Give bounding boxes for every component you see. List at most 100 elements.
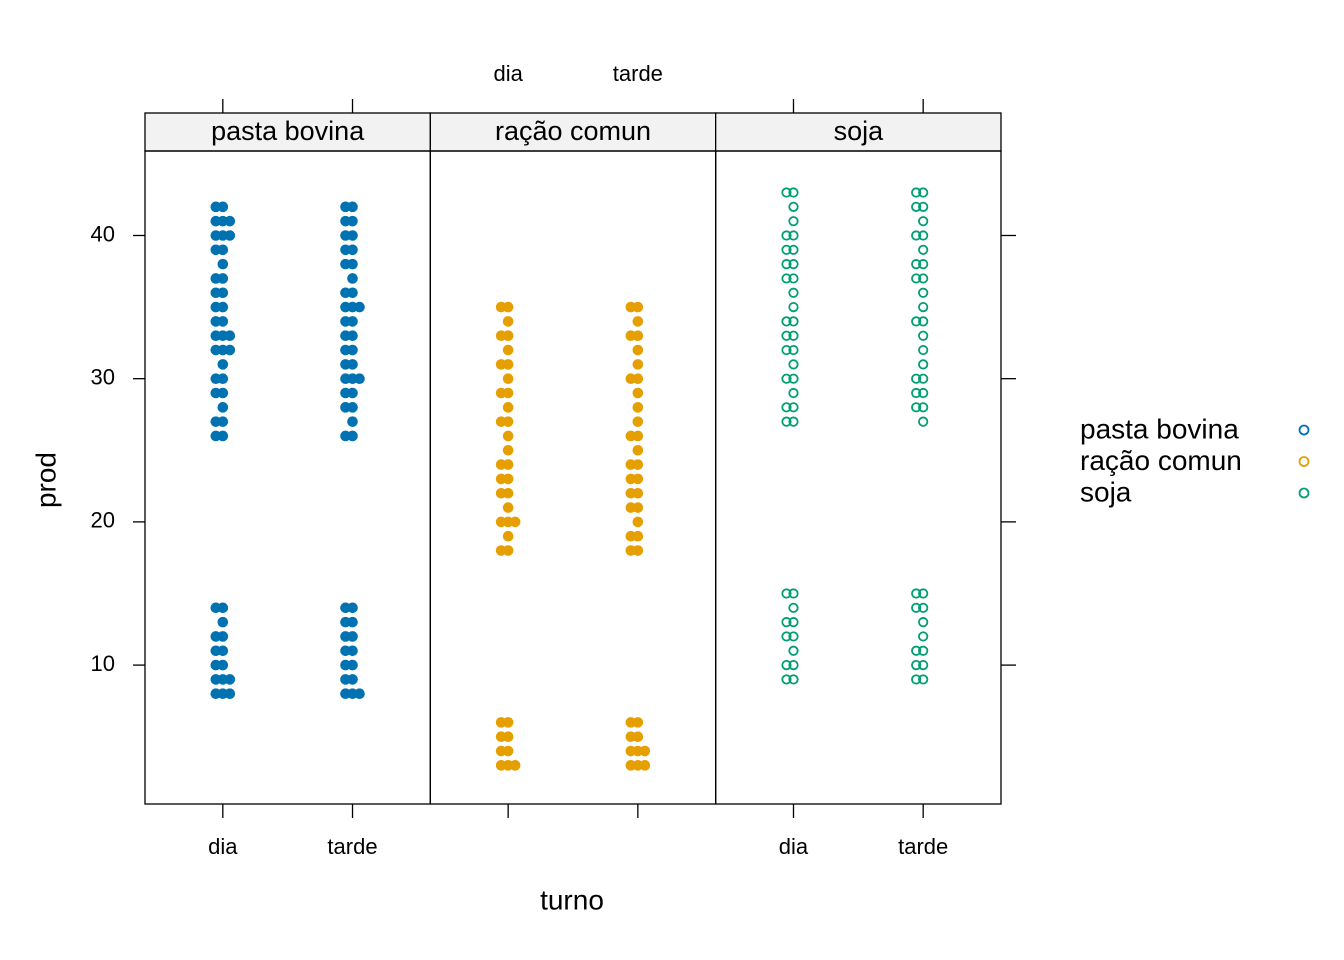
- point: [210, 215, 222, 227]
- point: [495, 359, 507, 370]
- point: [340, 674, 351, 685]
- point: [340, 402, 351, 413]
- x-tick-label: dia: [208, 834, 238, 859]
- point: [340, 373, 351, 384]
- point: [781, 244, 792, 255]
- point: [781, 674, 792, 685]
- point: [788, 402, 799, 413]
- point: [340, 301, 351, 313]
- point: [625, 760, 637, 771]
- point: [632, 359, 644, 370]
- point: [340, 359, 351, 370]
- point: [340, 387, 351, 399]
- y-tick-label: 40: [91, 221, 115, 246]
- point: [918, 301, 929, 313]
- point: [918, 201, 929, 212]
- point: [210, 659, 222, 671]
- point: [918, 330, 929, 341]
- point: [502, 530, 514, 542]
- point: [781, 344, 792, 356]
- point: [788, 659, 799, 671]
- point: [639, 760, 651, 771]
- point: [625, 545, 637, 556]
- point: [788, 373, 799, 384]
- point: [340, 244, 351, 256]
- point: [918, 631, 929, 642]
- point: [918, 244, 929, 255]
- point: [495, 416, 507, 427]
- point: [781, 588, 792, 599]
- x-axis-label: turno: [540, 884, 604, 915]
- x-tick-label: tarde: [327, 834, 377, 859]
- point: [625, 430, 637, 442]
- point: [781, 373, 792, 384]
- point: [210, 201, 222, 213]
- point: [911, 645, 922, 656]
- point: [210, 373, 222, 384]
- point: [625, 301, 637, 313]
- point: [210, 230, 222, 241]
- point: [340, 287, 351, 299]
- point: [625, 373, 637, 384]
- point: [340, 645, 351, 657]
- point: [224, 330, 236, 342]
- point: [210, 430, 222, 442]
- point: [918, 359, 929, 370]
- point: [632, 416, 644, 427]
- point: [911, 402, 922, 413]
- point: [781, 230, 792, 241]
- point: [495, 760, 507, 771]
- point: [495, 387, 507, 399]
- point: [340, 631, 351, 642]
- point: [625, 745, 637, 757]
- point: [788, 617, 799, 628]
- point: [495, 545, 507, 556]
- point: [918, 287, 929, 298]
- y-tick-label: 30: [91, 365, 115, 390]
- point: [632, 402, 644, 413]
- point: [354, 301, 365, 313]
- point: [918, 344, 929, 356]
- legend-label: pasta bovina: [1080, 413, 1239, 444]
- point: [788, 230, 799, 241]
- point: [340, 258, 351, 270]
- point: [911, 230, 922, 241]
- point: [911, 602, 922, 613]
- point: [788, 201, 799, 212]
- point: [788, 416, 799, 427]
- point: [918, 416, 929, 427]
- point: [911, 588, 922, 599]
- point: [911, 674, 922, 685]
- point: [495, 301, 507, 313]
- point: [911, 187, 922, 198]
- point: [625, 717, 637, 728]
- point: [340, 430, 351, 442]
- point: [918, 645, 929, 656]
- point: [340, 230, 351, 241]
- panel: [429, 150, 717, 805]
- point: [788, 187, 799, 198]
- point: [502, 344, 514, 356]
- point: [781, 617, 792, 628]
- point: [918, 674, 929, 685]
- point: [918, 216, 929, 227]
- point: [781, 273, 792, 284]
- point: [911, 316, 922, 327]
- point: [625, 487, 637, 499]
- point: [340, 330, 351, 342]
- point: [918, 316, 929, 327]
- point: [911, 659, 922, 671]
- x-tick-label: tarde: [898, 834, 948, 859]
- point: [495, 487, 507, 499]
- point: [340, 616, 351, 628]
- point: [495, 473, 507, 485]
- point: [788, 259, 799, 270]
- legend-symbol: [1298, 424, 1310, 436]
- point: [788, 301, 799, 313]
- point: [340, 215, 351, 227]
- point: [788, 273, 799, 284]
- y-axis-label: prod: [30, 452, 61, 508]
- point: [210, 316, 222, 327]
